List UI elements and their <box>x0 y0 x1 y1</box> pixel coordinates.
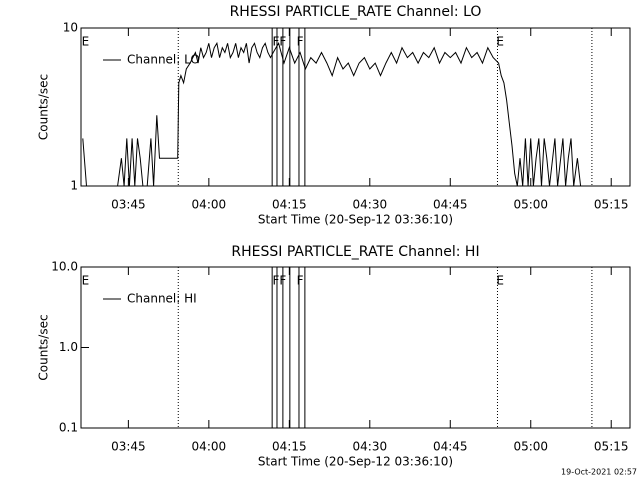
marker-label: F <box>297 274 304 288</box>
x-tick-label: 04:00 <box>192 440 227 454</box>
marker-label: E <box>496 274 504 288</box>
x-tick-label: 05:15 <box>594 440 629 454</box>
marker-label: F <box>272 35 279 49</box>
x-tick-label: 04:00 <box>192 198 227 212</box>
marker-label: F <box>297 35 304 49</box>
y-axis-label: Counts/sec <box>37 74 51 140</box>
marker-label: E <box>82 274 90 288</box>
x-tick-label: 04:45 <box>433 198 468 212</box>
x-tick-label: 04:30 <box>353 198 388 212</box>
marker-label: F <box>279 35 286 49</box>
x-tick-label: 04:15 <box>272 198 307 212</box>
y-tick-label: 10 <box>63 21 78 35</box>
marker-label: E <box>82 35 90 49</box>
x-tick-label: 03:45 <box>111 440 146 454</box>
legend-label: Channel: HI <box>127 292 197 306</box>
y-tick-label: 1.0 <box>59 340 78 354</box>
x-tick-label: 04:45 <box>433 440 468 454</box>
x-tick-label: 05:00 <box>513 198 548 212</box>
legend-label: Channel: LO <box>127 53 200 67</box>
timestamp: 19-Oct-2021 02:57 <box>561 468 637 477</box>
x-tick-label: 04:15 <box>272 440 307 454</box>
x-axis-label: Start Time (20-Sep-12 03:36:10) <box>258 455 453 469</box>
x-tick-label: 04:30 <box>353 440 388 454</box>
data-line <box>82 41 582 186</box>
x-tick-label: 03:45 <box>111 198 146 212</box>
y-tick-label: 0.1 <box>59 421 78 435</box>
y-tick-label: 10.0 <box>51 260 78 274</box>
y-tick-label: 1 <box>70 179 78 193</box>
x-tick-label: 05:00 <box>513 440 548 454</box>
x-axis-label: Start Time (20-Sep-12 03:36:10) <box>258 213 453 227</box>
marker-label: F <box>279 274 286 288</box>
plot-frame <box>80 27 631 187</box>
x-tick-label: 05:15 <box>594 198 629 212</box>
chart-title: RHESSI PARTICLE_RATE Channel: LO <box>230 4 482 20</box>
marker-label: F <box>272 274 279 288</box>
marker-label: E <box>496 35 504 49</box>
chart-title: RHESSI PARTICLE_RATE Channel: HI <box>231 244 479 260</box>
y-axis-label: Counts/sec <box>37 314 51 380</box>
